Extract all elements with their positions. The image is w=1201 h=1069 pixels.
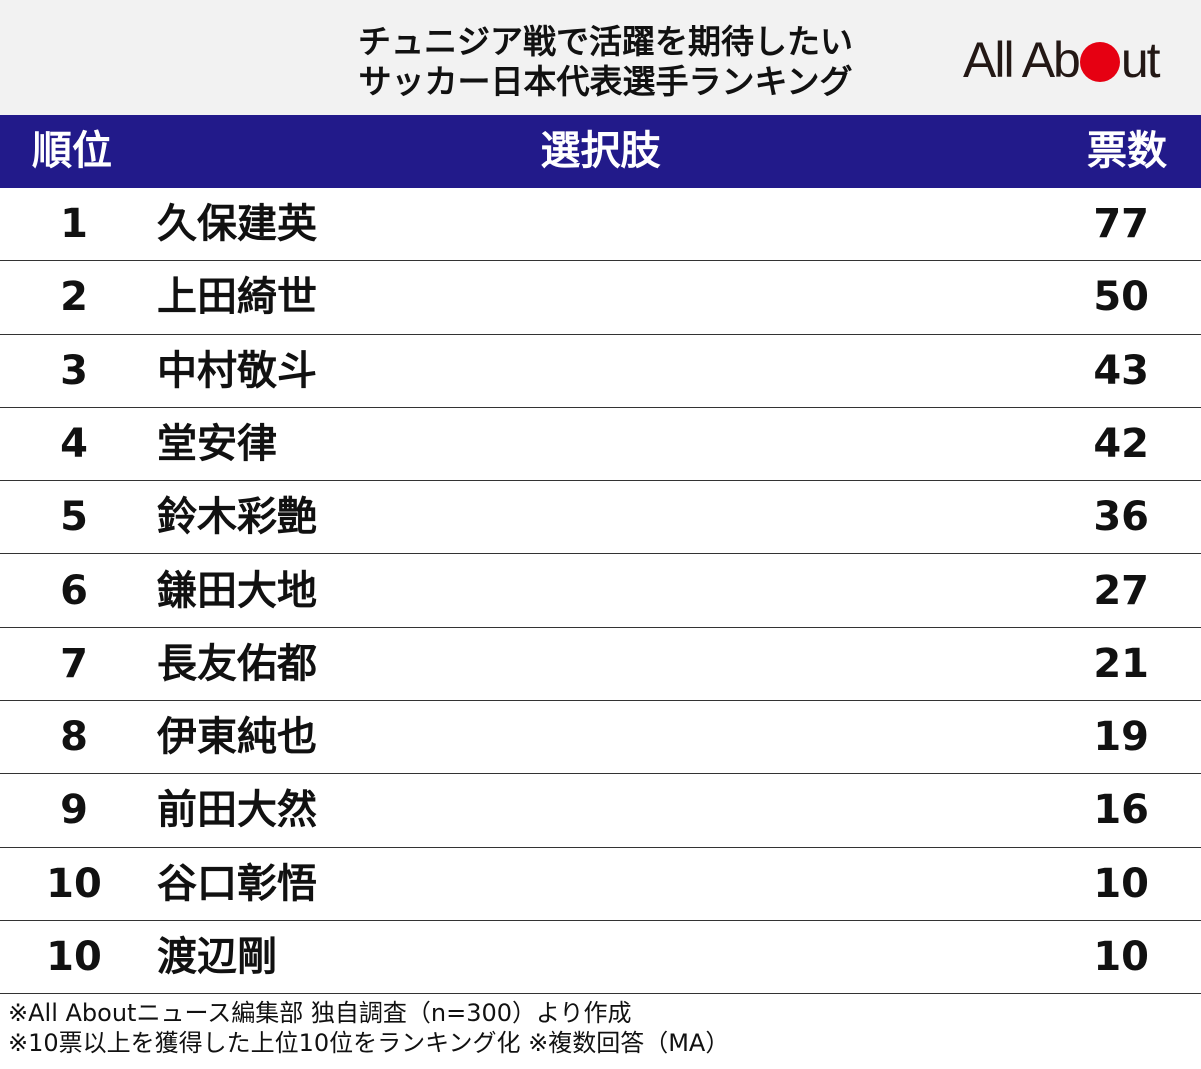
header-rank: 順位 [32, 128, 112, 174]
table-row: 6 鎌田大地 27 [0, 555, 1201, 628]
all-about-logo: All Ab ut [963, 30, 1161, 90]
rank-cell: 10 [46, 860, 102, 907]
table-row: 3 中村敬斗 43 [0, 335, 1201, 408]
votes-cell: 50 [1093, 274, 1149, 321]
header-votes: 票数 [1087, 128, 1167, 174]
player-name-cell: 渡辺剛 [157, 934, 277, 980]
table-row: 1 久保建英 77 [0, 188, 1201, 262]
header-choice: 選択肢 [540, 128, 661, 174]
chart-title-line-2: サッカー日本代表選手ランキング [358, 62, 853, 101]
player-name-cell: 長友佑都 [157, 640, 317, 687]
rank-cell: 5 [60, 494, 88, 541]
chart-title-line-1: チュニジア戦で活躍を期待したい [358, 22, 853, 61]
rank-cell: 6 [60, 567, 88, 614]
rank-cell: 2 [60, 274, 88, 321]
votes-cell: 10 [1093, 860, 1149, 907]
rank-cell: 10 [46, 934, 102, 980]
votes-cell: 27 [1093, 567, 1149, 614]
player-name-cell: 鎌田大地 [157, 567, 317, 614]
table-row: 10 谷口彰悟 10 [0, 848, 1201, 921]
table-row: 7 長友佑都 21 [0, 628, 1201, 702]
rank-cell: 1 [60, 201, 88, 247]
rank-cell: 4 [60, 420, 88, 467]
player-name-cell: 上田綺世 [157, 274, 317, 321]
player-name-cell: 久保建英 [157, 201, 317, 247]
table-row: 2 上田綺世 50 [0, 261, 1201, 335]
votes-cell: 19 [1093, 714, 1149, 761]
table-row: 10 渡辺剛 10 [0, 921, 1201, 995]
logo-text-end: ut [1120, 32, 1161, 88]
rank-cell: 7 [60, 640, 88, 687]
votes-cell: 16 [1093, 787, 1149, 834]
player-name-cell: 鈴木彩艶 [157, 494, 317, 541]
logo-red-dot [1079, 42, 1120, 82]
player-name-cell: 伊東純也 [157, 714, 317, 761]
rank-cell: 9 [60, 787, 88, 834]
rank-cell: 3 [60, 347, 88, 394]
footnote-method: ※10票以上を獲得した上位10位をランキング化 ※複数回答（MA） [8, 1029, 730, 1057]
table-row: 9 前田大然 16 [0, 774, 1201, 848]
votes-cell: 42 [1093, 420, 1149, 467]
player-name-cell: 谷口彰悟 [157, 860, 317, 907]
votes-cell: 36 [1093, 494, 1149, 541]
votes-cell: 21 [1093, 640, 1149, 687]
player-name-cell: 前田大然 [157, 787, 317, 834]
votes-cell: 10 [1093, 934, 1149, 980]
player-name-cell: 中村敬斗 [157, 347, 317, 394]
votes-cell: 43 [1093, 347, 1149, 394]
votes-cell: 77 [1093, 201, 1149, 247]
table-row: 8 伊東純也 19 [0, 701, 1201, 775]
table-row: 4 堂安律 42 [0, 408, 1201, 482]
table-header: 順位 選択肢 票数 [0, 115, 1201, 188]
title-band: チュニジア戦で活躍を期待したい サッカー日本代表選手ランキング All Ab ut [0, 0, 1201, 115]
rank-cell: 8 [60, 714, 88, 761]
logo-text-start: All Ab [963, 32, 1081, 88]
footnote-source: ※All Aboutニュース編集部 独自調査（n=300）より作成 [8, 999, 632, 1027]
player-name-cell: 堂安律 [157, 420, 277, 467]
table-row: 5 鈴木彩艶 36 [0, 481, 1201, 555]
